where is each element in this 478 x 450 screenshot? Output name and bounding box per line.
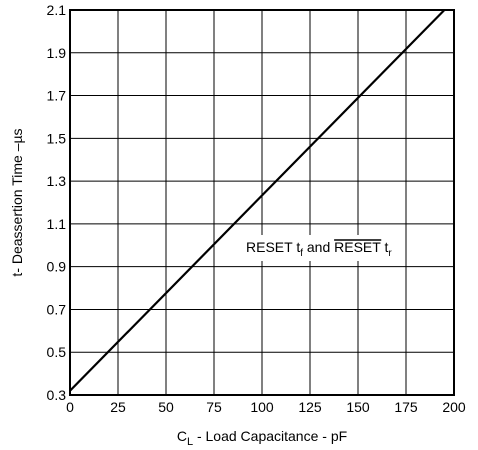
annotation-and: and [303,239,334,255]
x-axis-title-main: C [177,428,187,444]
y-tick-label: 1.7 [47,88,67,104]
annotation-sub-r: r [388,248,392,259]
x-tick-label: 175 [394,399,418,415]
plot-frame [69,9,455,396]
annotation-label: RESET tf and RESET tr [246,239,392,259]
x-tick-label: 125 [298,399,322,415]
y-tick-label: 1.3 [47,173,67,189]
x-axis-title: CL - Load Capacitance - pF [177,428,347,448]
y-tick-label: 2.1 [47,2,67,18]
y-tick-label: 1.9 [47,45,67,61]
y-tick-label: 0.5 [47,344,67,360]
x-tick-label: 50 [158,399,174,415]
x-tick-label: 0 [66,399,74,415]
x-axis-title-rest: - Load Capacitance - pF [193,428,347,444]
x-tick-label: 200 [442,399,466,415]
y-axis-title: t- Deassertion Time –µs [9,128,25,276]
x-tick-label: 25 [110,399,126,415]
y-tick-label: 0.7 [47,301,67,317]
series-line [69,9,446,392]
annotation-tr: t [381,239,389,255]
annotation-sub-f: f [300,248,303,259]
y-tick-labels: 0.3 0.5 0.7 0.9 1.1 1.3 1.5 1.7 1.9 2.1 [47,2,67,403]
y-tick-label: 0.9 [47,259,67,275]
y-tick-label: 0.3 [47,387,67,403]
x-tick-label: 100 [250,399,274,415]
y-tick-label: 1.5 [47,130,67,146]
x-tick-label: 75 [206,399,222,415]
x-tick-labels: 0 25 50 75 100 125 150 175 200 [66,399,466,415]
annotation-reset-overlined: RESET [334,239,381,255]
annotation-reset-tf: RESET t [246,239,300,255]
grid-lines [69,9,455,396]
x-axis-title-sub: L [187,436,193,448]
x-tick-label: 150 [346,399,370,415]
y-tick-label: 1.1 [47,216,67,232]
series-layer [69,9,446,392]
